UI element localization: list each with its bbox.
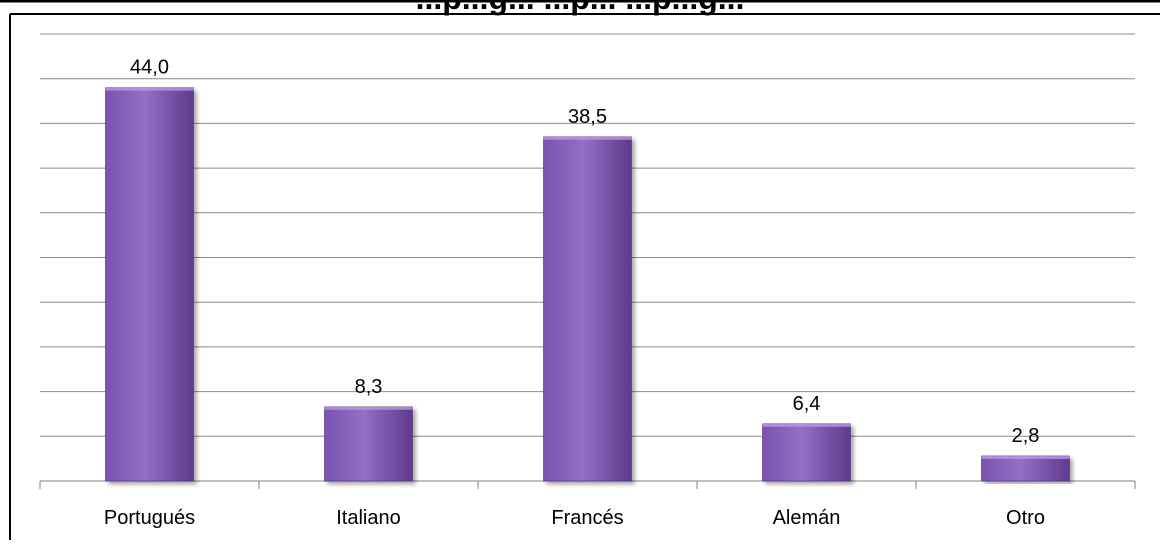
data-label: 8,3 (355, 376, 383, 398)
bar-top-highlight (543, 136, 632, 140)
category-label: Italiano (336, 507, 401, 529)
bar-frances (543, 136, 632, 482)
bar-aleman (762, 423, 851, 482)
category-label: Portugués (104, 507, 195, 529)
bar-top-highlight (105, 87, 194, 91)
bar-otro (981, 455, 1070, 482)
chart-title: ...p...g... ...p... ...p...g... (0, 0, 1160, 17)
bar-italiano (324, 406, 413, 482)
category-label: Otro (1006, 507, 1045, 529)
data-label: 44,0 (130, 57, 169, 79)
category-label: Alemán (773, 507, 841, 529)
bar-top-highlight (762, 423, 851, 427)
bar-portugues (105, 87, 194, 482)
bar-top-highlight (981, 455, 1070, 459)
data-label: 38,5 (568, 106, 607, 128)
data-label: 2,8 (1012, 425, 1040, 447)
data-label: 6,4 (793, 393, 821, 415)
category-label: Francés (551, 507, 623, 529)
bar-top-highlight (324, 406, 413, 410)
